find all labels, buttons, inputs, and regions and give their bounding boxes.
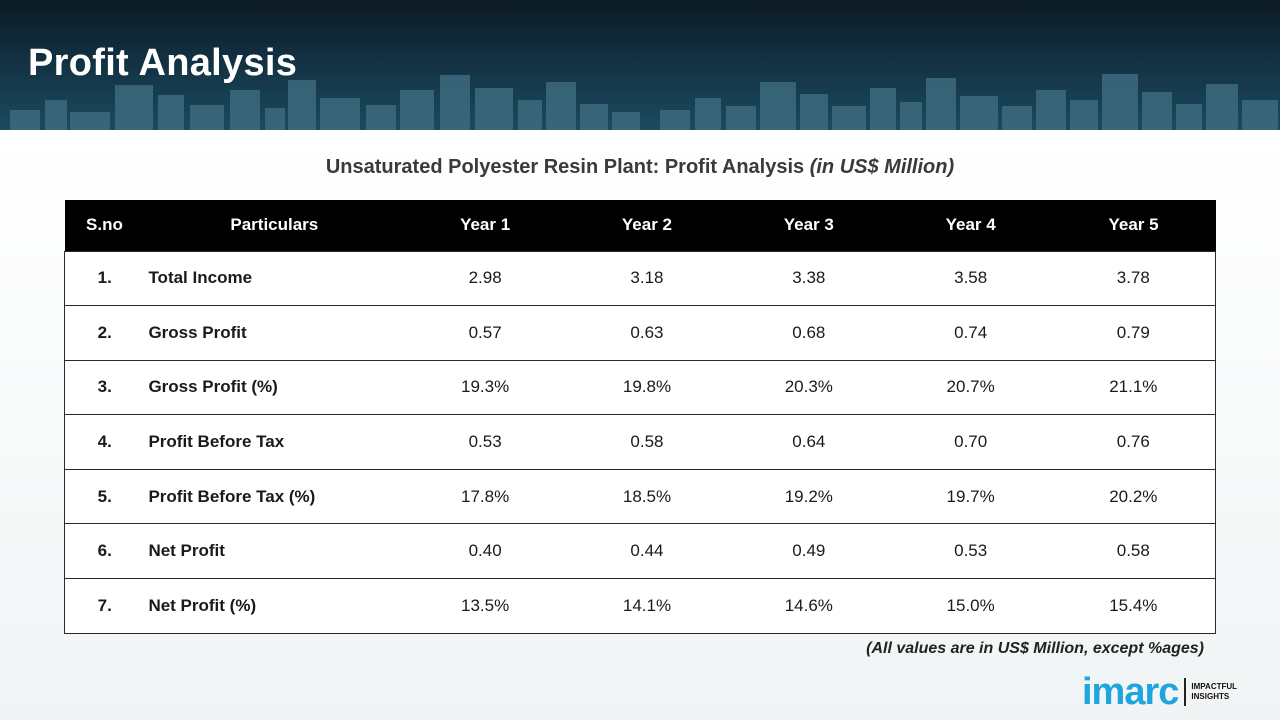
row-value-year-3: 3.38 — [727, 250, 890, 306]
column-header-2: Year 1 — [404, 200, 567, 251]
table-row: 6. Net Profit 0.40 0.44 0.49 0.53 0.58 — [64, 523, 1216, 579]
row-value-year-4: 0.70 — [889, 414, 1052, 470]
row-sno: 2. — [64, 305, 145, 361]
row-value-year-4: 19.7% — [889, 468, 1052, 524]
row-value-year-3: 19.2% — [727, 468, 890, 524]
row-particular: Profit Before Tax — [144, 414, 405, 470]
row-value-year-5: 20.2% — [1051, 468, 1216, 524]
row-value-year-2: 14.1% — [566, 578, 728, 634]
row-value-year-5: 15.4% — [1051, 578, 1216, 634]
row-value-year-3: 0.64 — [727, 414, 890, 470]
row-value-year-1: 0.40 — [404, 523, 567, 579]
row-particular: Profit Before Tax (%) — [144, 468, 405, 524]
row-value-year-1: 0.53 — [404, 414, 567, 470]
table-title: Unsaturated Polyester Resin Plant: Profi… — [0, 156, 1280, 179]
row-value-year-3: 14.6% — [727, 578, 890, 634]
row-sno: 6. — [64, 523, 145, 579]
table-row: 2. Gross Profit 0.57 0.63 0.68 0.74 0.79 — [64, 305, 1216, 361]
row-value-year-2: 3.18 — [566, 250, 728, 306]
row-particular: Gross Profit (%) — [144, 359, 405, 415]
row-value-year-1: 0.57 — [404, 305, 567, 361]
row-value-year-1: 2.98 — [404, 250, 567, 306]
row-value-year-4: 15.0% — [889, 578, 1052, 634]
imarc-logo: imarc IMPACTFUL INSIGHTS — [1082, 671, 1262, 713]
row-value-year-2: 0.44 — [566, 523, 728, 579]
footnote: (All values are in US$ Million, except %… — [866, 640, 1204, 657]
row-sno: 5. — [64, 468, 145, 524]
row-value-year-5: 21.1% — [1051, 359, 1216, 415]
row-value-year-5: 0.58 — [1051, 523, 1216, 579]
table-row: 4. Profit Before Tax 0.53 0.58 0.64 0.70 0.76 — [64, 414, 1216, 470]
row-value-year-5: 3.78 — [1051, 250, 1216, 306]
row-sno: 3. — [64, 359, 145, 415]
row-value-year-1: 19.3% — [404, 359, 567, 415]
row-value-year-5: 0.76 — [1051, 414, 1216, 470]
table-row: 1. Total Income 2.98 3.18 3.38 3.58 3.78 — [64, 250, 1216, 306]
row-sno: 4. — [64, 414, 145, 470]
row-value-year-2: 0.58 — [566, 414, 728, 470]
column-header-1: Particulars — [144, 200, 405, 251]
column-header-3: Year 2 — [566, 200, 728, 251]
table-title-text: Unsaturated Polyester Resin Plant: Profi… — [325, 156, 810, 178]
row-value-year-3: 20.3% — [727, 359, 890, 415]
header-banner: Profit Analysis — [0, 0, 1280, 130]
row-value-year-2: 19.8% — [566, 359, 728, 415]
table-row: 5. Profit Before Tax (%) 17.8% 18.5% 19.2% 19… — [64, 468, 1216, 524]
row-value-year-4: 0.74 — [889, 305, 1052, 361]
row-sno: 7. — [64, 578, 145, 634]
table-body: 1. Total Income 2.98 3.18 3.38 3.58 3.78 2. Gros… — [64, 250, 1216, 634]
row-sno: 1. — [64, 250, 145, 306]
logo-wordmark: imarc — [1082, 671, 1179, 713]
row-value-year-3: 0.68 — [727, 305, 890, 361]
table-row: 7. Net Profit (%) 13.5% 14.1% 14.6% 15.0% 15.4… — [64, 578, 1216, 634]
column-header-6: Year 5 — [1051, 200, 1216, 251]
logo-tagline: IMPACTFUL INSIGHTS — [1191, 682, 1238, 701]
row-value-year-2: 0.63 — [566, 305, 728, 361]
logo-separator — [1184, 678, 1187, 706]
page-title: Profit Analysis — [28, 42, 298, 84]
row-value-year-5: 0.79 — [1051, 305, 1216, 361]
row-particular: Gross Profit — [144, 305, 405, 361]
row-value-year-4: 0.53 — [889, 523, 1052, 579]
row-particular: Net Profit — [144, 523, 405, 579]
city-skyline-decoration — [10, 74, 1278, 130]
row-value-year-2: 18.5% — [566, 468, 728, 524]
row-value-year-4: 20.7% — [889, 359, 1052, 415]
table-row: 3. Gross Profit (%) 19.3% 19.8% 20.3% 20.7% 21… — [64, 359, 1216, 415]
row-value-year-1: 13.5% — [404, 578, 567, 634]
row-particular: Total Income — [144, 250, 405, 306]
column-header-5: Year 4 — [889, 200, 1052, 251]
row-value-year-1: 17.8% — [404, 468, 567, 524]
row-value-year-3: 0.49 — [727, 523, 890, 579]
column-header-4: Year 3 — [727, 200, 890, 251]
row-particular: Net Profit (%) — [144, 578, 405, 634]
table-title-unit: (in US$ Million) — [809, 156, 955, 178]
row-value-year-4: 3.58 — [889, 250, 1052, 306]
column-header-0: S.no — [64, 200, 145, 251]
